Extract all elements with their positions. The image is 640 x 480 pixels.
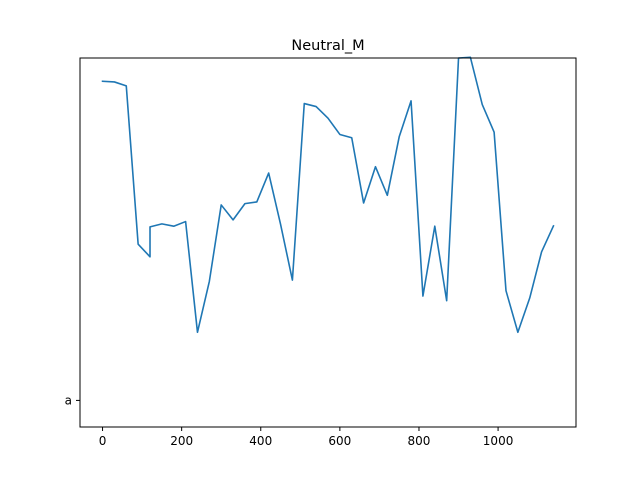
x-tick-label: 800 — [408, 434, 431, 448]
x-tick-label: 200 — [170, 434, 193, 448]
x-tick-label: 1000 — [483, 434, 514, 448]
x-axis-ticks: 0 200 400 600 800 1000 — [99, 427, 514, 448]
x-tick-label: 400 — [249, 434, 272, 448]
x-tick-label: 600 — [328, 434, 351, 448]
y-axis-ticks: a — [65, 393, 80, 407]
series-line-0 — [101, 56, 555, 334]
plot-frame — [79, 57, 577, 428]
y-tick-label: a — [65, 393, 72, 407]
chart-title: Neutral_M — [291, 38, 364, 54]
x-tick-label: 0 — [99, 434, 107, 448]
series-layer — [101, 56, 555, 334]
